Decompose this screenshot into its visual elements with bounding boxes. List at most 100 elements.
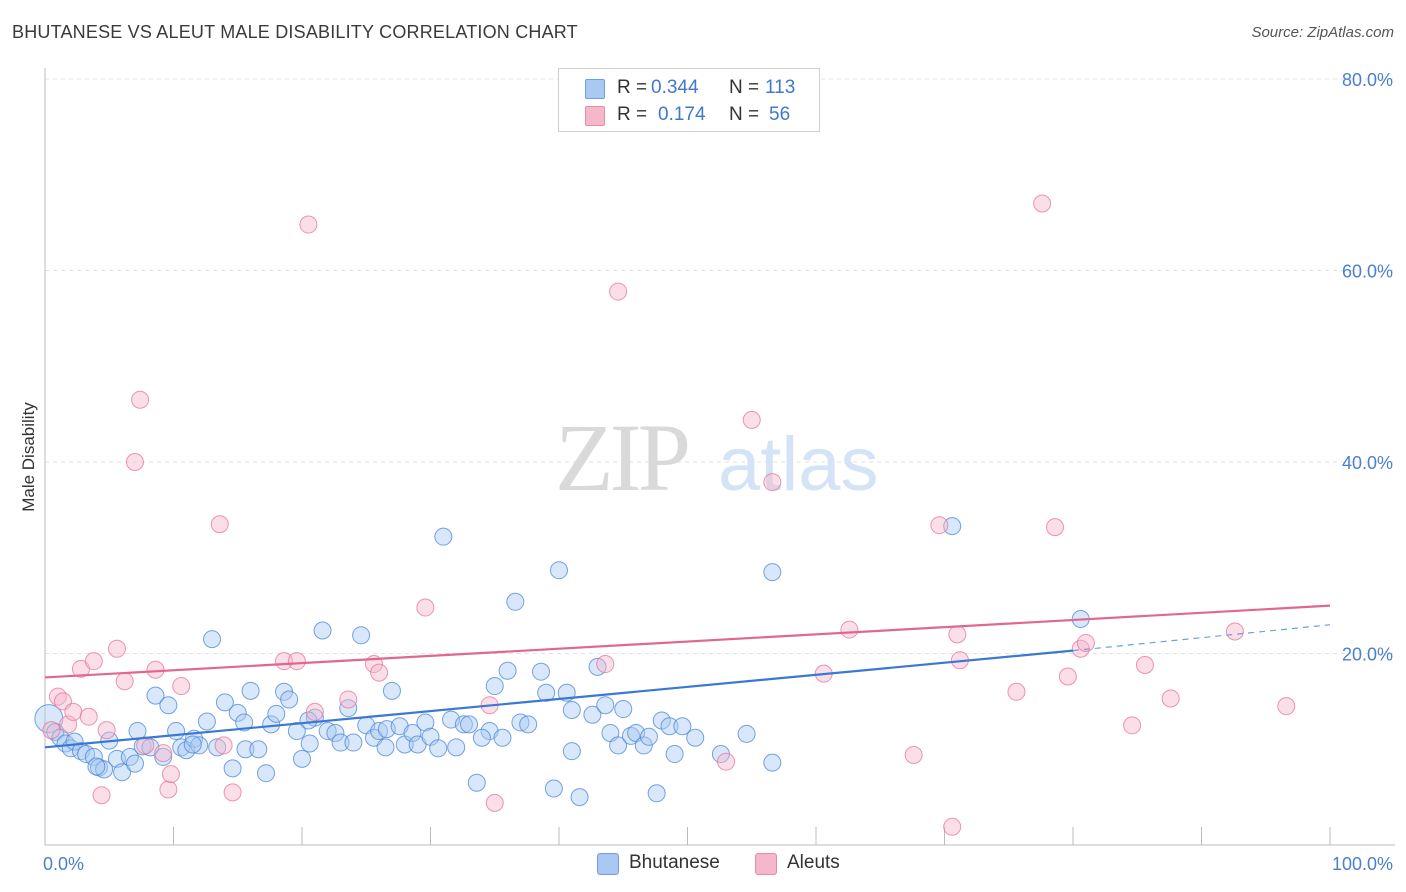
aleuts-point [287, 652, 306, 671]
watermark: ZIP atlas [555, 404, 879, 511]
aleuts-point [154, 744, 173, 763]
bhutanese-point [352, 626, 371, 645]
bhutanese-point [609, 736, 628, 755]
bhutanese-point [621, 726, 640, 745]
aleuts-point [214, 736, 233, 755]
bhutanese-point [382, 681, 401, 700]
aleuts-point [172, 677, 191, 696]
legend-r-label: R = [617, 77, 653, 98]
legend-swatch-bhutanese [585, 79, 605, 99]
aleuts-point [930, 516, 949, 535]
legend-row-aleuts: R = 0.174 N = 56 [559, 102, 819, 128]
bhutanese-point [544, 779, 563, 798]
aleuts-point [299, 215, 318, 234]
bhutanese-points [34, 517, 1090, 807]
watermark-zip: ZIP [555, 404, 688, 511]
legend-n-value: 113 [765, 77, 796, 98]
bhutanese-point [370, 722, 389, 741]
bottom-label-bhutanese: Bhutanese [629, 852, 720, 873]
bhutanese-point [236, 740, 255, 759]
bhutanese-point [125, 754, 144, 773]
bhutanese-point [665, 745, 684, 764]
bhutanese-point [403, 723, 422, 742]
y-axis-label: Male Disability [19, 402, 38, 512]
legend-r-value: 0.344 [651, 77, 699, 98]
bhutanese-point [519, 715, 538, 734]
aleuts-point [161, 765, 180, 784]
bhutanese-point [511, 713, 530, 732]
aleuts-point [92, 786, 111, 805]
bhutanese-point [208, 738, 227, 757]
bhutanese-point [562, 700, 581, 719]
bhutanese-point [183, 735, 202, 754]
bhutanese-point [203, 630, 222, 649]
bhutanese-point [241, 681, 260, 700]
y-tick-label: 60.0% [1342, 262, 1393, 282]
bhutanese-point [493, 728, 512, 747]
aleuts-point [943, 817, 962, 836]
bhutanese-point [454, 715, 473, 734]
bhutanese-point [215, 693, 234, 712]
aleuts-point [1046, 518, 1065, 537]
bhutanese-point [943, 517, 962, 536]
tick-labels: 20.0% 40.0% 60.0% 80.0% 0.0% 100.0% [43, 70, 1393, 874]
bhutanese-point [172, 738, 191, 757]
aleuts-point [146, 660, 165, 679]
aleuts-point [763, 473, 782, 492]
aleuts-point [107, 639, 126, 658]
bhutanese-point [257, 764, 276, 783]
legend-r-label: R = [617, 104, 653, 125]
bhutanese-point [326, 723, 345, 742]
bhutanese-point [376, 738, 395, 757]
aleuts-point [1277, 697, 1296, 716]
bhutanese-point [267, 704, 286, 723]
y-tick-label: 80.0% [1342, 70, 1393, 90]
bhutanese-point [562, 742, 581, 761]
bhutanese-point [686, 728, 705, 747]
aleuts-point [159, 780, 178, 799]
bhutanese-point [331, 733, 350, 752]
legend-n-label: N = [729, 77, 765, 98]
bhutanese-point [159, 696, 178, 715]
watermark-atlas: atlas [718, 422, 879, 507]
bhutanese-point [639, 727, 658, 746]
bhutanese-point [197, 712, 216, 731]
aleuts-point [596, 655, 615, 674]
bhutanese-point [34, 704, 64, 734]
aleuts-point [1076, 633, 1095, 652]
bhutanese-point [660, 717, 679, 736]
aleuts-point [370, 663, 389, 682]
aleuts-point [1033, 194, 1052, 213]
aleuts-point [1161, 689, 1180, 708]
bhutanese-point [447, 738, 466, 757]
aleuts-point [1135, 655, 1154, 674]
aleuts-point [131, 390, 150, 409]
x-tick-label-min: 0.0% [43, 854, 84, 874]
bhutanese-point [416, 713, 435, 732]
bhutanese-point [429, 739, 448, 758]
chart-title: BHUTANESE VS ALEUT MALE DISABILITY CORRE… [12, 22, 578, 42]
y-tick-label: 20.0% [1342, 645, 1393, 665]
bhutanese-point [570, 788, 589, 807]
bhutanese-point [280, 690, 299, 709]
bhutanese-point [318, 722, 337, 741]
legend-row-bhutanese: R = 0.344 N = 113 [559, 75, 819, 101]
aleuts-point [305, 702, 324, 721]
aleuts-point [97, 721, 116, 740]
bhutanese-point [737, 724, 756, 743]
aleuts-point [840, 620, 859, 639]
stats-legend: R = 0.344 N = 113 R = 0.174 N = 56 [558, 68, 820, 132]
aleuts-point [339, 690, 358, 709]
bhutanese-trend-line [44, 649, 1074, 749]
bhutanese-point [614, 700, 633, 719]
aleuts-point [1225, 622, 1244, 641]
bhutanese-point [434, 527, 453, 546]
bhutanese-point [647, 784, 666, 803]
aleuts-point [416, 598, 435, 617]
legend-swatch-aleuts [585, 106, 605, 126]
aleuts-point [904, 745, 923, 764]
legend-r-value: 0.174 [658, 104, 706, 125]
aleuts-point [948, 625, 967, 644]
aleuts-point [115, 672, 134, 691]
bhutanese-point [472, 728, 491, 747]
